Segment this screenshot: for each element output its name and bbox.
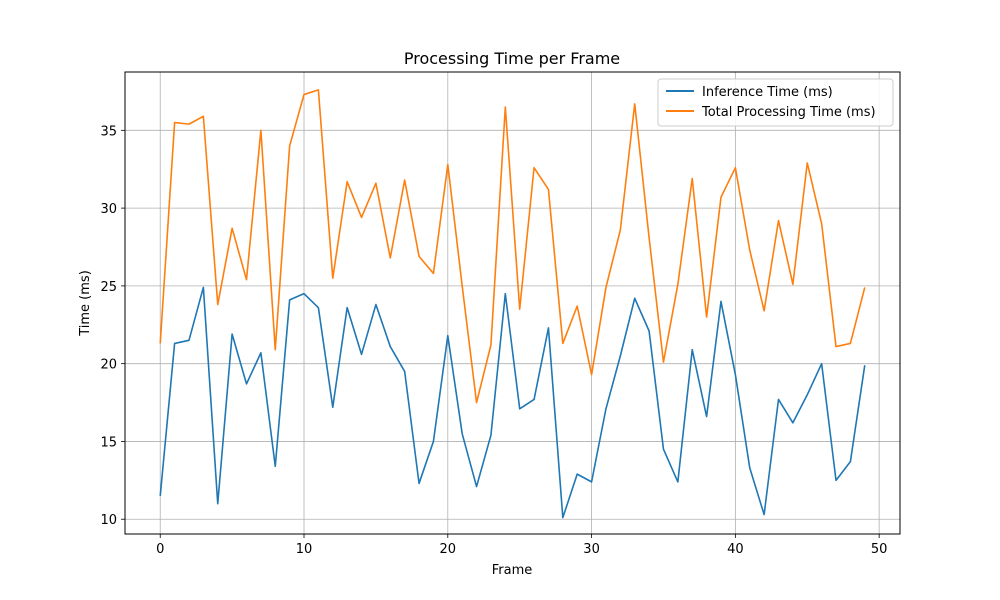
x-axis: 0 10 20 30 40 50 (156, 534, 887, 557)
legend-box (657, 78, 894, 127)
x-tick-label: 20 (440, 542, 457, 557)
x-tick-label: 50 (871, 542, 888, 557)
series-line-inference (159, 286, 866, 519)
legend: Inference Time (ms) Total Processing Tim… (657, 78, 894, 127)
series-layer (159, 89, 866, 519)
y-tick-label: 20 (100, 358, 117, 373)
x-tick-label: 40 (727, 542, 744, 557)
plot-area (125, 72, 900, 534)
legend-label-total: Total Processing Time (ms) (701, 105, 876, 120)
x-tick-label: 30 (583, 542, 600, 557)
y-tick-label: 30 (100, 202, 117, 217)
y-axis: 10 15 20 25 30 35 (100, 124, 125, 528)
y-tick-label: 25 (100, 280, 117, 295)
x-tick-label: 0 (156, 542, 164, 557)
y-tick-label: 15 (100, 435, 117, 450)
x-axis-label: Frame (492, 563, 533, 578)
legend-label-inference: Inference Time (ms) (702, 85, 833, 100)
x-tick-label: 10 (296, 542, 313, 557)
y-axis-label: Time (ms) (78, 270, 93, 337)
y-tick-label: 35 (100, 124, 117, 139)
chart-title: Processing Time per Frame (404, 49, 620, 68)
series-line-total (159, 89, 866, 404)
plot-frame (124, 71, 901, 535)
y-tick-label: 10 (100, 513, 117, 528)
